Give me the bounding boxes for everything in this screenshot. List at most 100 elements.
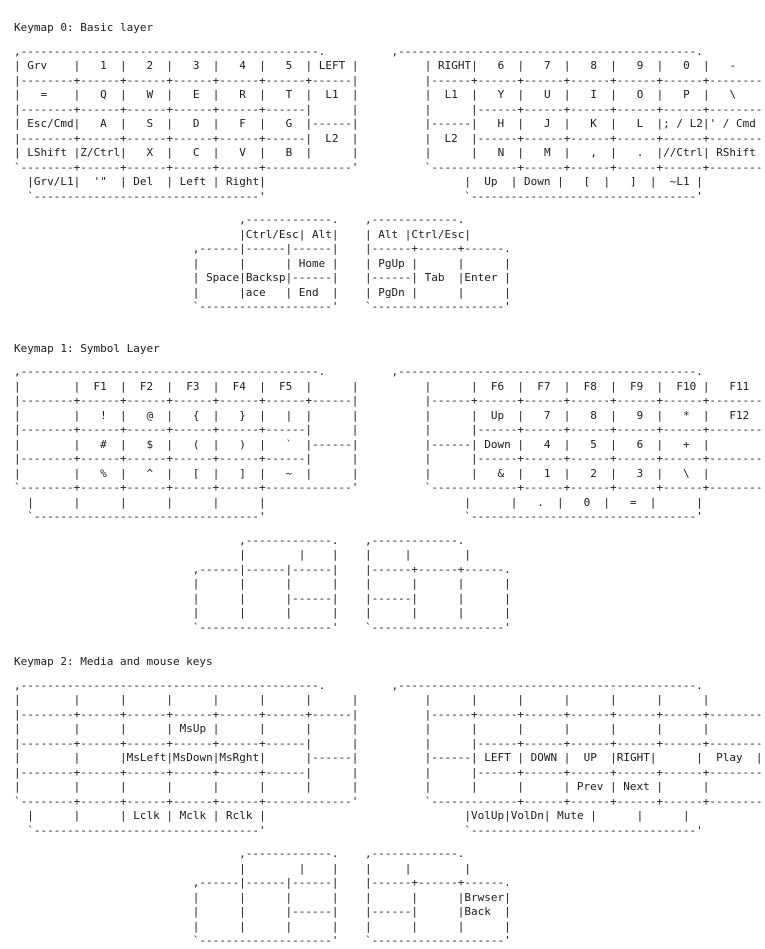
key-pipe[interactable]: | <box>285 408 293 422</box>
key-minus[interactable]: - <box>729 59 737 72</box>
key-s[interactable]: S <box>146 117 154 130</box>
key-lparen[interactable]: ( <box>192 437 200 451</box>
key-m[interactable]: M <box>543 146 551 159</box>
key-lshift[interactable]: LShift <box>27 146 67 159</box>
key-num5[interactable]: 5 <box>590 437 597 451</box>
key-y[interactable]: Y <box>497 88 505 101</box>
key-backtick[interactable]: ` <box>285 437 293 451</box>
key-del[interactable]: Del <box>133 175 154 188</box>
key-slash-ctrl[interactable]: //Ctrl <box>663 146 703 159</box>
key-f1[interactable]: F1 <box>93 379 107 393</box>
key-lbracket[interactable]: [ <box>583 175 591 188</box>
key-num9[interactable]: 9 <box>636 408 644 422</box>
thumb-alt-right[interactable]: Alt <box>378 227 399 241</box>
key-num8[interactable]: 8 <box>590 408 597 422</box>
key-plus[interactable]: + <box>683 437 690 451</box>
key-f4[interactable]: F4 <box>232 379 246 393</box>
key-brwser[interactable]: Brwser <box>464 890 505 904</box>
key-f8[interactable]: F8 <box>583 379 597 393</box>
key-7[interactable]: 7 <box>543 59 551 72</box>
key-sym-lbracket[interactable]: [ <box>192 466 200 480</box>
key-media-right[interactable]: RIGHT <box>616 751 650 764</box>
key-f3[interactable]: F3 <box>186 379 200 393</box>
key-l[interactable]: L <box>636 117 644 130</box>
key-g[interactable]: G <box>285 117 293 130</box>
thumb-space[interactable]: Space <box>206 271 240 284</box>
key-d[interactable]: D <box>192 117 200 130</box>
key-rbracket[interactable]: ] <box>630 175 637 188</box>
key-o[interactable]: O <box>636 88 644 101</box>
key-tilde[interactable]: ~ <box>285 466 293 480</box>
thumb-backsp[interactable]: Backsp <box>245 271 286 284</box>
key-num0[interactable]: 0 <box>583 495 591 509</box>
thumb-end[interactable]: End <box>298 285 319 299</box>
key-down[interactable]: Down <box>524 175 551 188</box>
key-3[interactable]: 3 <box>192 59 200 72</box>
key-l1-right[interactable]: L1 <box>444 88 458 101</box>
key-l2-left[interactable]: L2 <box>325 131 339 145</box>
key-6[interactable]: 6 <box>497 59 505 72</box>
key-hash[interactable]: # <box>100 437 107 451</box>
key-0[interactable]: 0 <box>683 59 690 72</box>
key-comma[interactable]: , <box>590 146 597 159</box>
key-up[interactable]: Up <box>484 175 498 188</box>
key-quote-cmd[interactable]: ' / Cmd <box>709 117 756 130</box>
key-equals[interactable]: = <box>40 88 48 101</box>
key-f5[interactable]: F5 <box>278 379 293 393</box>
key-f9[interactable]: F9 <box>630 379 644 393</box>
key-num1[interactable]: 1 <box>543 466 551 480</box>
thumb-ace[interactable]: ace <box>245 285 266 299</box>
key-period[interactable]: . <box>636 146 644 159</box>
key-f10[interactable]: F10 <box>676 379 697 393</box>
key-prev[interactable]: Prev <box>576 780 604 793</box>
key-asterisk[interactable]: * <box>683 408 690 422</box>
key-n[interactable]: N <box>497 146 505 159</box>
key-x[interactable]: X <box>146 146 154 159</box>
key-backslash[interactable]: \ <box>729 88 737 101</box>
thumb-ctrl-esc-left[interactable]: Ctrl/Esc <box>245 227 299 241</box>
key-1[interactable]: 1 <box>100 59 107 72</box>
key-w[interactable]: W <box>146 88 154 101</box>
thumb-tab[interactable]: Tab <box>424 271 445 284</box>
key-sym-rbracket[interactable]: ] <box>239 466 246 480</box>
thumb-pgdn[interactable]: PgDn <box>378 285 405 299</box>
key-e[interactable]: E <box>192 88 200 101</box>
key-mute[interactable]: Mute <box>557 809 584 822</box>
key-f6[interactable]: F6 <box>490 379 505 393</box>
key-media-up[interactable]: UP <box>583 751 597 764</box>
key-sym-up[interactable]: Up <box>490 408 505 422</box>
key-i[interactable]: I <box>590 88 597 101</box>
key-tilde-l1[interactable]: ~L1 <box>669 175 690 188</box>
key-volup[interactable]: VolUp <box>471 809 505 822</box>
key-play[interactable]: Play <box>716 751 743 764</box>
key-r[interactable]: R <box>239 88 246 101</box>
key-msup[interactable]: MsUp <box>179 722 207 735</box>
key-t[interactable]: T <box>285 88 293 101</box>
key-9[interactable]: 9 <box>636 59 644 72</box>
key-right-arrow[interactable]: RIGHT <box>437 59 472 72</box>
key-5[interactable]: 5 <box>285 59 293 72</box>
thumb-ctrl-esc-right[interactable]: Ctrl/Esc <box>411 227 465 241</box>
key-voldn[interactable]: VolDn <box>510 809 544 822</box>
key-rbrace[interactable]: } <box>239 408 246 422</box>
key-num3[interactable]: 3 <box>636 466 644 480</box>
key-b[interactable]: B <box>285 146 293 159</box>
thumb-home[interactable]: Home <box>298 256 326 270</box>
key-esc-cmd[interactable]: Esc/Cmd <box>27 117 74 130</box>
key-p[interactable]: P <box>683 88 690 101</box>
key-2[interactable]: 2 <box>146 59 154 72</box>
key-msdown[interactable]: MsDown <box>172 751 213 764</box>
key-media-down[interactable]: DOWN <box>530 751 558 764</box>
key-at[interactable]: @ <box>146 408 154 422</box>
key-back[interactable]: Back <box>464 905 491 918</box>
key-media-left[interactable]: LEFT <box>484 751 511 764</box>
key-f7[interactable]: F7 <box>537 379 551 393</box>
key-grv-l1[interactable]: Grv/L1 <box>33 175 74 188</box>
key-rparen[interactable]: ) <box>239 437 246 451</box>
key-j[interactable]: J <box>543 117 551 130</box>
key-num4[interactable]: 4 <box>543 437 551 451</box>
key-f[interactable]: F <box>239 117 246 130</box>
key-rclk[interactable]: Rclk <box>225 809 253 822</box>
key-c[interactable]: C <box>192 146 200 159</box>
key-right[interactable]: Right <box>226 175 260 188</box>
